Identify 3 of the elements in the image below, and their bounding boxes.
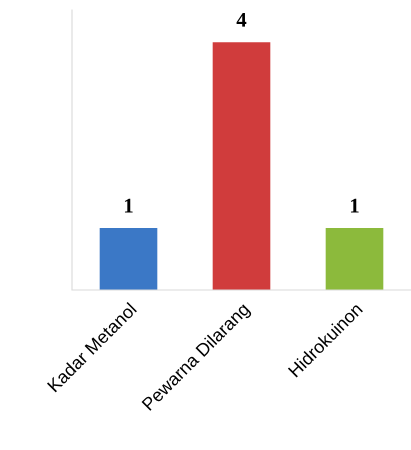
data-label: 4	[236, 12, 246, 27]
data-label: 1	[350, 198, 359, 213]
data-label: 1	[124, 198, 133, 213]
